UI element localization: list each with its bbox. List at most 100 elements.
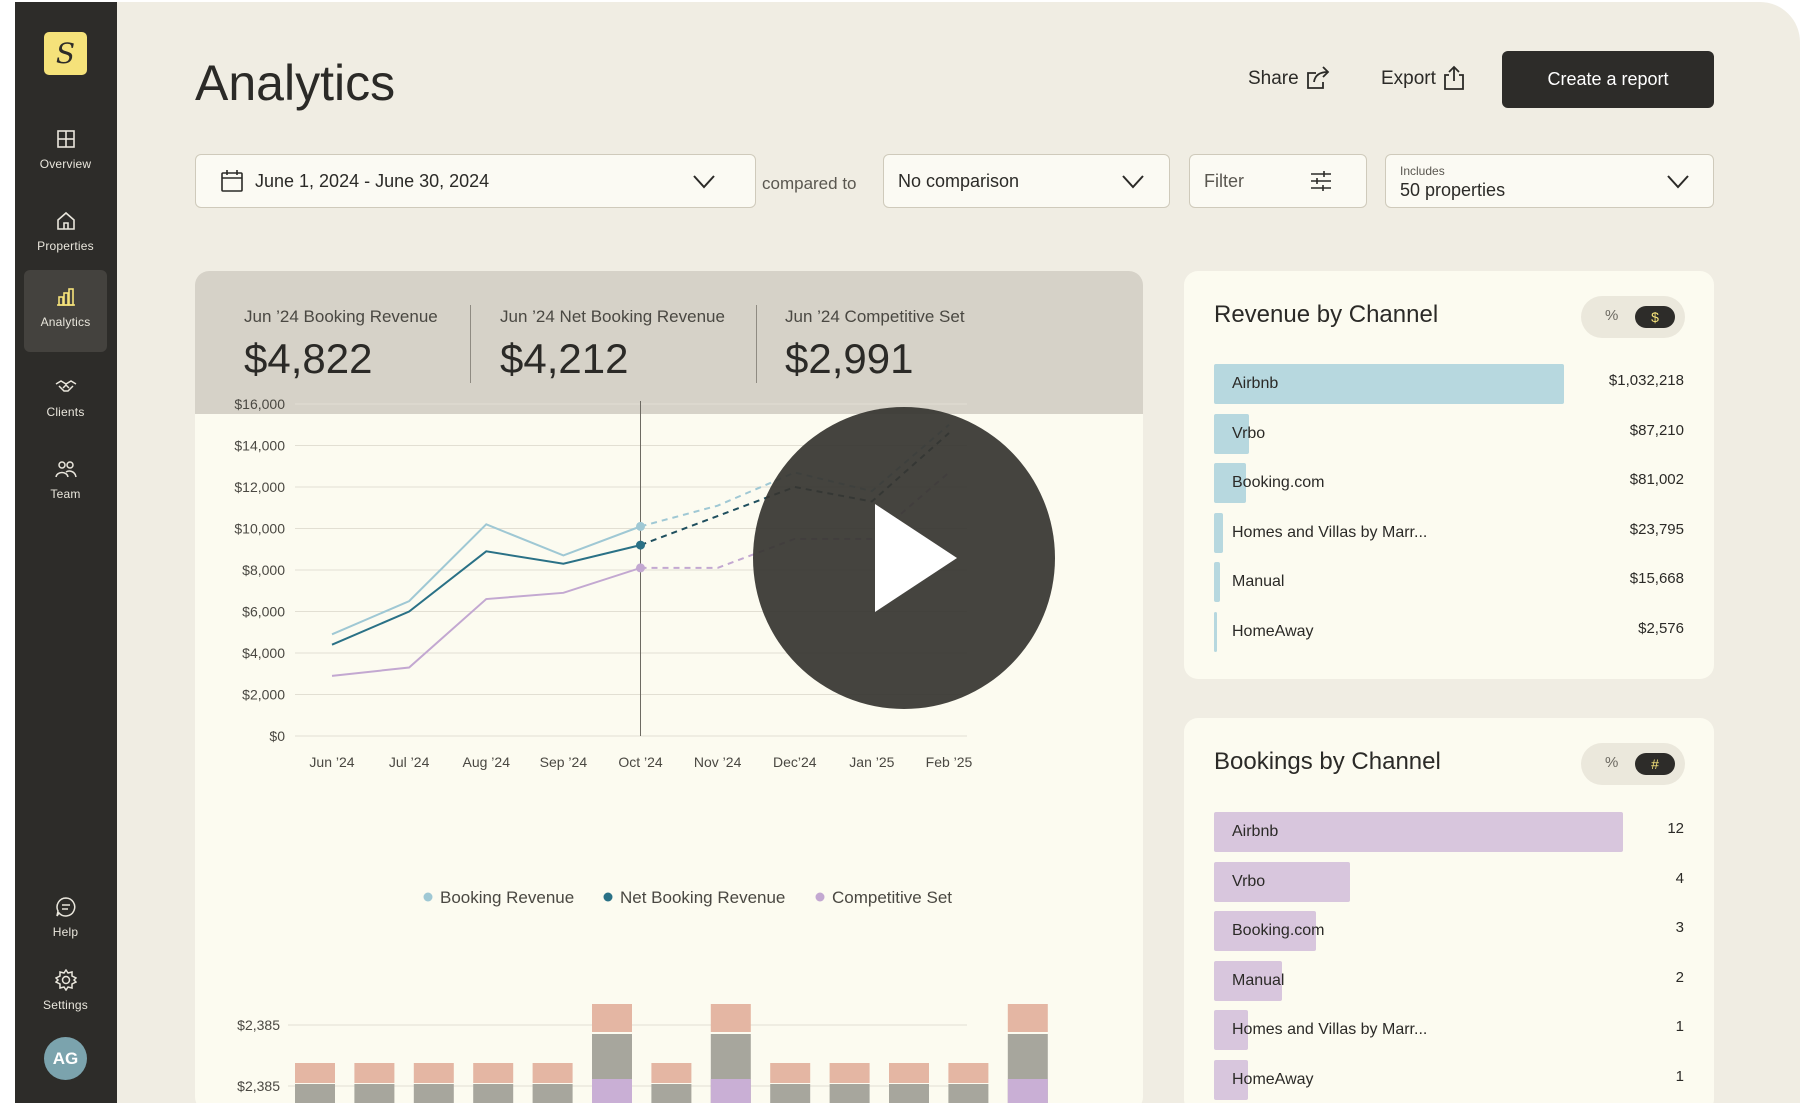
filter-button[interactable]: Filter: [1189, 154, 1367, 208]
stacked-bar-segment: [592, 1079, 632, 1103]
y-tick-label: $14,000: [234, 438, 285, 454]
avatar[interactable]: AG: [44, 1037, 87, 1080]
channel-row[interactable]: Airbnb 12: [1214, 812, 1684, 852]
legend-swatch: [603, 892, 613, 902]
stacked-bar-segment: [829, 1084, 870, 1103]
date-range-picker[interactable]: June 1, 2024 - June 30, 2024: [195, 154, 756, 208]
channel-bar: [1214, 861, 1351, 902]
channel-name: Manual: [1232, 971, 1285, 989]
channel-name: Airbnb: [1232, 823, 1279, 840]
nav-settings-label: Settings: [43, 998, 88, 1012]
channel-value: 4: [1675, 869, 1684, 887]
y-tick-label: $4,000: [242, 645, 285, 661]
export-button[interactable]: Export: [1381, 65, 1464, 90]
nav-overview-label: Overview: [39, 157, 92, 171]
channel-row[interactable]: HomeAway $2,576: [1214, 611, 1684, 652]
nav-team[interactable]: Team: [24, 442, 107, 524]
channel-row[interactable]: Vrbo 4: [1214, 861, 1684, 902]
channel-row[interactable]: Homes and Villas by Marr... $23,795: [1214, 512, 1684, 553]
dollar-option[interactable]: $: [1635, 306, 1675, 328]
bookings-unit-toggle[interactable]: % #: [1581, 743, 1685, 785]
share-button[interactable]: Share: [1248, 66, 1330, 90]
channel-bar: [1214, 562, 1220, 602]
channel-bar: [1214, 1059, 1248, 1100]
nav-clients[interactable]: Clients: [24, 360, 107, 442]
channel-bar: [1214, 611, 1217, 652]
export-icon: [1444, 65, 1464, 90]
channel-row[interactable]: Booking.com 3: [1214, 911, 1684, 951]
y-tick-label: $16,000: [234, 396, 285, 412]
channel-row[interactable]: Homes and Villas by Marr... 1: [1214, 1010, 1684, 1050]
stacked-bar-segment: [889, 1063, 929, 1083]
channel-row[interactable]: Manual $15,668: [1214, 562, 1684, 602]
channel-value: $15,668: [1629, 570, 1684, 587]
kpi-band: [195, 271, 1143, 414]
legend-swatch: [423, 892, 433, 902]
stacked-bar-segment: [770, 1063, 811, 1083]
compared-to-label: compared to: [762, 174, 857, 193]
kpi-booking-revenue: Jun ’24 Booking Revenue $4,822: [244, 307, 438, 383]
includes-label: Includes: [1400, 164, 1445, 178]
calendar-icon: [221, 170, 243, 192]
stacked-bar-segment: [473, 1063, 514, 1083]
nav-overview[interactable]: Overview: [24, 112, 107, 194]
properties-select[interactable]: Includes 50 properties: [1385, 154, 1714, 208]
percent-option[interactable]: %: [1605, 307, 1619, 324]
revenue-chart-card: Jun ’24 Booking Revenue $4,822 Jun ’24 N…: [195, 271, 1143, 1103]
revenue-by-channel-title: Revenue by Channel: [1214, 301, 1439, 328]
filter-label: Filter: [1204, 171, 1244, 191]
app-logo[interactable]: S: [44, 32, 87, 75]
x-tick-label: Feb ’25: [926, 754, 973, 770]
create-report-button[interactable]: Create a report: [1502, 51, 1714, 108]
home-icon: [57, 211, 75, 230]
channel-row[interactable]: HomeAway 1: [1214, 1059, 1684, 1100]
nav-properties[interactable]: Properties: [24, 194, 107, 276]
nav-analytics[interactable]: Analytics: [24, 270, 107, 352]
channel-name: HomeAway: [1232, 622, 1314, 640]
chat-bubble-icon: [56, 897, 76, 917]
channel-name: Homes and Villas by Marr...: [1232, 1021, 1428, 1038]
x-tick-label: Jul ’24: [389, 754, 430, 770]
stacked-bar-segment: [829, 1063, 870, 1083]
x-tick-label: Aug ’24: [463, 754, 511, 770]
channel-row[interactable]: Vrbo $87,210: [1214, 413, 1684, 454]
channel-row[interactable]: Booking.com $81,002: [1214, 463, 1684, 503]
bookings-by-channel-card: Bookings by Channel % # Airbnb 12 Vrbo 4 Boo…: [1184, 718, 1714, 1103]
y-tick-label: $2,000: [242, 687, 285, 703]
stacked-bar-segment: [651, 1063, 692, 1083]
x-tick-label: Jan ’25: [849, 754, 894, 770]
stacked-bar-segment: [1007, 1004, 1048, 1032]
channel-name: HomeAway: [1232, 1070, 1314, 1088]
bar-y-tick-label: $2,385: [237, 1017, 280, 1033]
page-title: Analytics: [195, 55, 396, 111]
y-tick-label: $12,000: [234, 479, 285, 495]
video-play-button[interactable]: [753, 407, 1055, 709]
revenue-unit-toggle[interactable]: % $: [1581, 296, 1685, 338]
count-option[interactable]: #: [1635, 753, 1675, 775]
stacked-bar-segment: [354, 1063, 395, 1083]
series-current-point: [636, 521, 645, 531]
channel-name: Vrbo: [1232, 424, 1266, 442]
channel-row[interactable]: Airbnb $1,032,218: [1214, 364, 1684, 404]
export-label: Export: [1381, 68, 1436, 89]
series-current-point: [636, 563, 645, 573]
nav-help-label: Help: [52, 925, 79, 939]
app-window: S Overview Properties Analytics Clients: [15, 2, 1800, 1103]
nav-settings[interactable]: Settings: [24, 953, 107, 1035]
stacked-bar-segment: [354, 1084, 395, 1103]
channel-bar: [1214, 812, 1623, 852]
channel-bar: [1214, 512, 1223, 553]
channel-name: Homes and Villas by Marr...: [1232, 523, 1428, 541]
legend-label: Competitive Set: [832, 888, 952, 907]
percent-option[interactable]: %: [1605, 754, 1619, 771]
nav-clients-label: Clients: [46, 405, 85, 419]
x-tick-label: Oct ’24: [618, 754, 663, 770]
channel-row[interactable]: Manual 2: [1214, 960, 1684, 1001]
kpi-competitive-set: Jun ’24 Competitive Set $2,991: [785, 307, 965, 383]
channel-value: $87,210: [1629, 421, 1684, 439]
comparison-select[interactable]: No comparison: [883, 154, 1170, 208]
nav-help[interactable]: Help: [24, 880, 107, 962]
stacked-bar-segment: [413, 1063, 454, 1083]
stacked-bar-segment: [295, 1084, 335, 1103]
stacked-bar-segment: [473, 1084, 514, 1103]
